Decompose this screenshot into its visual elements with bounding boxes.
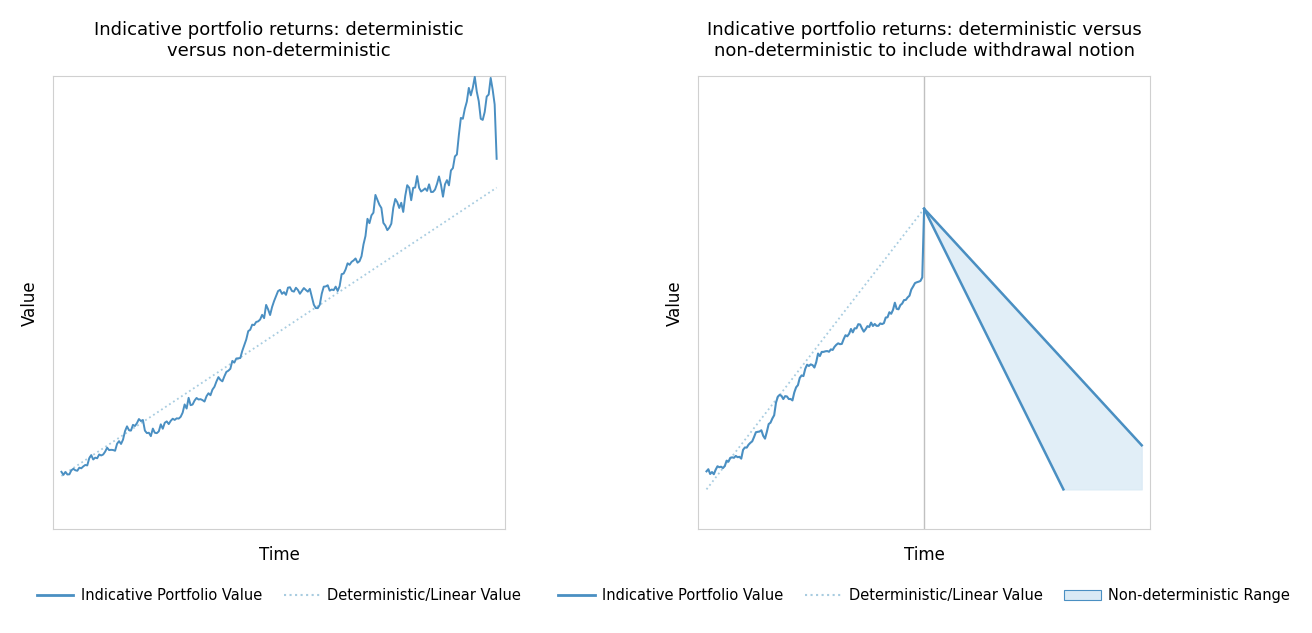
Legend: Indicative Portfolio Value, Deterministic/Linear Value: Indicative Portfolio Value, Deterministi… bbox=[31, 582, 527, 609]
Y-axis label: Value: Value bbox=[666, 280, 684, 326]
Legend: Indicative Portfolio Value, Deterministic/Linear Value, Non-deterministic Range: Indicative Portfolio Value, Deterministi… bbox=[552, 582, 1296, 609]
Title: Indicative portfolio returns: deterministic
versus non-deterministic: Indicative portfolio returns: determinis… bbox=[94, 21, 464, 60]
X-axis label: Time: Time bbox=[904, 546, 945, 564]
X-axis label: Time: Time bbox=[258, 546, 299, 564]
Title: Indicative portfolio returns: deterministic versus
non-deterministic to include : Indicative portfolio returns: determinis… bbox=[707, 21, 1141, 60]
Y-axis label: Value: Value bbox=[21, 280, 39, 326]
